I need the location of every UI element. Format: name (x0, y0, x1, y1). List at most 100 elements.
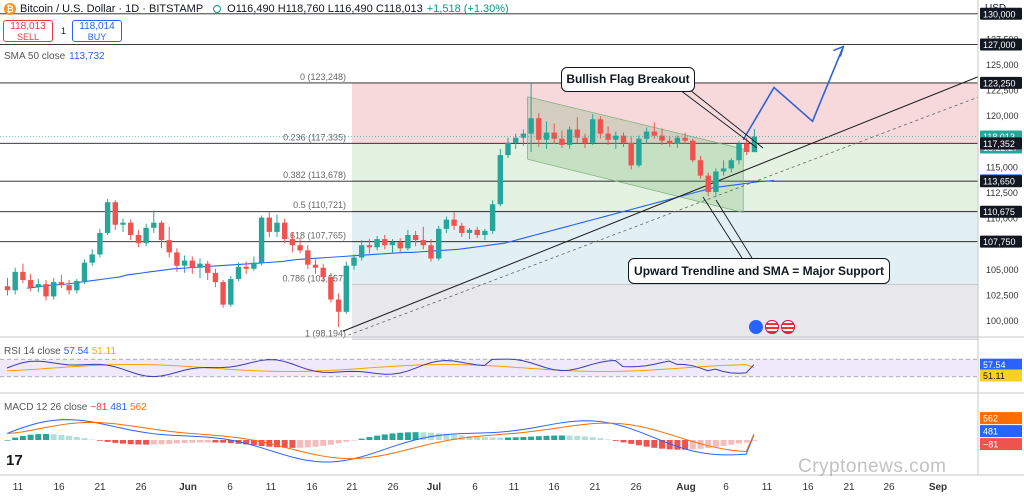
candle (566, 126, 573, 149)
candle (451, 212, 457, 230)
candle (351, 254, 357, 270)
candle-body (536, 118, 542, 140)
rsi-ma-tag (980, 369, 1022, 382)
candle (251, 256, 257, 271)
time-tick-label: 26 (630, 482, 642, 493)
candle-body (143, 227, 149, 244)
candle-body (751, 136, 758, 153)
macd-histogram-bar (358, 438, 365, 440)
macd-histogram-bar (551, 435, 558, 440)
time-tick-label: 16 (306, 482, 318, 493)
sell-button[interactable]: 118,013 SELL (3, 20, 53, 42)
candle (374, 236, 380, 251)
price-tick-label: 120,000 (986, 111, 1019, 121)
candle (705, 172, 711, 197)
candle-body (205, 263, 211, 273)
candle-body (151, 222, 157, 228)
rsi-tag-label: 57.54 (983, 360, 1006, 370)
price-tag-label: 118,013 (983, 132, 1015, 142)
time-tick-label: 11 (509, 482, 520, 493)
macd-histogram-bar (397, 432, 404, 440)
event-icon[interactable] (749, 320, 763, 334)
candle-body (81, 262, 88, 282)
candle (420, 226, 426, 250)
candle (436, 225, 442, 261)
macd-histogram-bar (243, 440, 250, 445)
candle-body (282, 222, 288, 240)
macd-histogram-bar (366, 437, 373, 440)
time-tick-label: 16 (53, 482, 65, 493)
candle-body (228, 279, 234, 305)
candle-body (551, 132, 557, 139)
candle-body (212, 272, 219, 283)
rsi-label[interactable]: RSI 14 close 57.54 51.11 (4, 346, 116, 357)
price-tag-label: 110,675 (983, 207, 1015, 217)
time-tick-label: 26 (135, 482, 147, 493)
macd-histogram-bar (297, 440, 304, 448)
macd-histogram-bar (250, 440, 257, 446)
candle (751, 128, 758, 153)
macd-label[interactable]: MACD 12 26 close −81 481 562 (4, 402, 147, 413)
price-tick-label: 115,000 (986, 162, 1018, 172)
macd-histogram-bar (474, 436, 481, 440)
candle (328, 272, 334, 303)
candle-body (112, 202, 118, 225)
candle-body (181, 260, 188, 266)
trendline-dashed (342, 96, 979, 338)
buy-button[interactable]: 118,014 BUY (72, 20, 122, 42)
event-markers[interactable] (749, 320, 795, 334)
us-flag-icon[interactable] (781, 320, 795, 334)
macd-histogram-bar (435, 433, 442, 440)
candle-body (297, 245, 303, 251)
candle-body (4, 286, 11, 291)
candle-body (590, 119, 596, 143)
candle (66, 280, 72, 295)
us-flag-icon[interactable] (765, 320, 779, 334)
candle-body (412, 234, 419, 241)
macd-histogram-bar (512, 437, 519, 440)
candle (513, 133, 519, 149)
candle-body (520, 133, 527, 138)
candle (536, 113, 542, 147)
signal-line (6, 421, 755, 460)
macd-histogram-bar (166, 440, 173, 444)
candle (628, 136, 634, 170)
candle (81, 259, 88, 285)
candle-body (682, 137, 688, 141)
macd-hist-value: −81 (90, 402, 108, 413)
sma-indicator-label[interactable]: SMA 50 close 113,732 (4, 51, 105, 62)
macd-histogram-bar (173, 440, 180, 444)
fib-level-label: 0.236 (117,335) (283, 132, 346, 142)
candle-body (382, 239, 388, 246)
price-tag (980, 175, 1022, 188)
candle (4, 277, 11, 296)
annotation-pointer (715, 199, 753, 259)
price-tick-label: 122,500 (986, 86, 1019, 96)
macd-histogram-bar (505, 437, 511, 440)
candle (590, 114, 596, 145)
time-tick-label: Jul (427, 482, 442, 493)
macd-histogram-bar (620, 440, 627, 443)
candle-body (720, 168, 727, 172)
candle (305, 245, 311, 269)
candle-body (174, 252, 180, 266)
candle (35, 279, 41, 293)
candle-body (89, 254, 95, 263)
price-tag-label: 127,000 (983, 40, 1016, 50)
fib-zone (352, 82, 978, 144)
currency-label[interactable]: USD (985, 3, 1007, 14)
macd-histogram-bar (705, 440, 712, 449)
macd-histogram-bar (489, 437, 496, 440)
time-tick-label: Sep (929, 482, 947, 493)
symbol-title[interactable]: Bitcoin / U.S. Dollar · 1D · BITSTAMP (20, 3, 204, 15)
sell-label: SELL (16, 32, 40, 42)
candle-body (744, 143, 750, 153)
candle (205, 260, 211, 281)
candle-body (43, 284, 49, 297)
candle (659, 128, 665, 145)
tradingview-logo[interactable]: 17 (6, 452, 23, 469)
rsi-value: 57.54 (63, 346, 89, 357)
candle (20, 263, 26, 284)
macd-histogram-bar (320, 440, 327, 446)
